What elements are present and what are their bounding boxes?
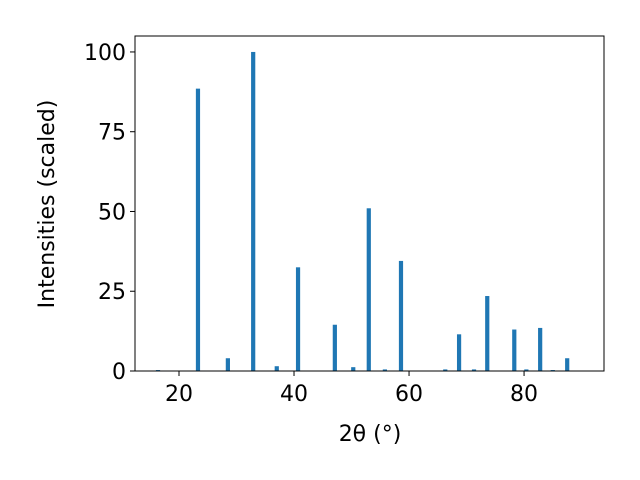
x-axis-label: 2θ (°) xyxy=(339,422,402,447)
y-tick-label: 0 xyxy=(112,360,126,385)
x-tick-label: 80 xyxy=(510,382,538,407)
bar xyxy=(251,51,256,371)
x-tick-label: 40 xyxy=(280,382,308,407)
bar xyxy=(195,88,201,372)
plot-frame xyxy=(134,35,605,372)
x-tick-label: 60 xyxy=(395,382,423,407)
bar xyxy=(366,208,371,371)
y-tick-label: 100 xyxy=(84,41,126,66)
x-tick-label: 20 xyxy=(165,382,193,407)
bar xyxy=(351,367,356,371)
y-tick-label: 75 xyxy=(98,121,126,146)
bar xyxy=(398,260,404,371)
bar xyxy=(512,329,517,371)
bar xyxy=(456,334,462,371)
bar xyxy=(485,296,490,371)
y-tick-label: 25 xyxy=(98,280,126,305)
y-tick-label: 50 xyxy=(98,200,126,225)
bar xyxy=(443,369,448,371)
bar xyxy=(471,369,477,371)
y-axis-label: Intensities (scaled) xyxy=(35,100,60,309)
bar xyxy=(332,324,337,371)
bar xyxy=(274,366,279,371)
bar xyxy=(225,358,230,371)
bar xyxy=(538,327,543,371)
bar xyxy=(295,267,301,371)
bar xyxy=(565,358,570,371)
bar xyxy=(382,369,387,371)
bar xyxy=(524,369,529,371)
